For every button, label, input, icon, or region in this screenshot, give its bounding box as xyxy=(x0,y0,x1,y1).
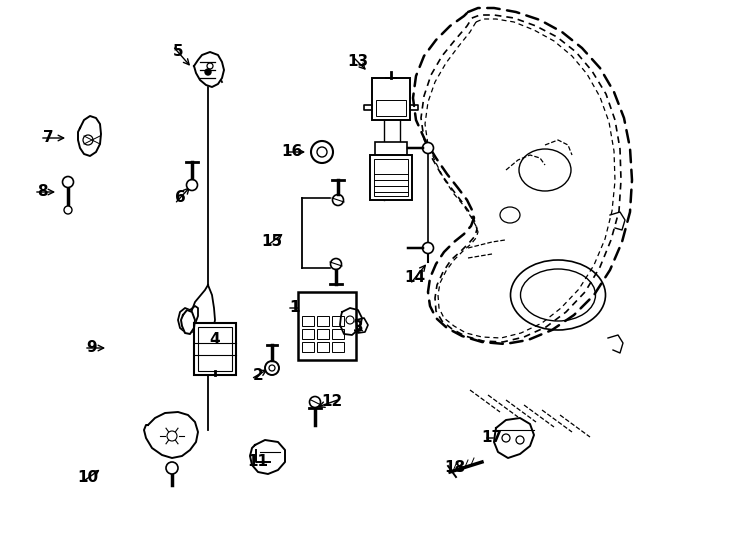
Circle shape xyxy=(186,179,197,191)
Text: 11: 11 xyxy=(247,455,269,469)
Bar xyxy=(332,342,344,352)
Bar xyxy=(317,329,329,339)
Text: 14: 14 xyxy=(404,271,426,286)
Polygon shape xyxy=(250,440,285,474)
Bar xyxy=(302,316,314,326)
Bar xyxy=(375,142,407,162)
Polygon shape xyxy=(194,52,224,87)
Text: 2: 2 xyxy=(252,368,264,382)
Polygon shape xyxy=(144,412,198,458)
Text: 16: 16 xyxy=(281,145,302,159)
Text: 12: 12 xyxy=(321,395,343,409)
Text: 18: 18 xyxy=(445,461,465,476)
Bar xyxy=(298,292,356,360)
Bar xyxy=(194,323,236,375)
Text: 4: 4 xyxy=(210,333,220,348)
Bar xyxy=(374,159,408,196)
Circle shape xyxy=(62,177,73,187)
Text: 17: 17 xyxy=(482,430,503,445)
Bar xyxy=(376,100,406,116)
Polygon shape xyxy=(494,418,534,458)
Bar xyxy=(198,327,232,371)
Bar xyxy=(372,78,410,120)
Text: 3: 3 xyxy=(353,321,363,335)
Bar xyxy=(317,316,329,326)
Text: 6: 6 xyxy=(175,191,186,206)
Circle shape xyxy=(166,462,178,474)
Bar xyxy=(302,329,314,339)
Polygon shape xyxy=(78,116,101,156)
Text: 15: 15 xyxy=(261,234,283,249)
Text: 13: 13 xyxy=(347,55,368,70)
Bar xyxy=(317,342,329,352)
Bar xyxy=(302,342,314,352)
Circle shape xyxy=(423,242,434,253)
Bar xyxy=(332,329,344,339)
Text: 7: 7 xyxy=(43,131,54,145)
Circle shape xyxy=(265,361,279,375)
Bar xyxy=(332,316,344,326)
Circle shape xyxy=(330,259,341,269)
Text: 9: 9 xyxy=(87,341,98,355)
Polygon shape xyxy=(340,308,362,335)
Polygon shape xyxy=(181,310,195,334)
Bar xyxy=(370,155,412,200)
Text: 8: 8 xyxy=(37,185,47,199)
Text: 1: 1 xyxy=(290,300,300,315)
Circle shape xyxy=(333,194,344,206)
Circle shape xyxy=(311,141,333,163)
Circle shape xyxy=(423,143,434,153)
Circle shape xyxy=(64,206,72,214)
Text: 5: 5 xyxy=(172,44,184,59)
Circle shape xyxy=(205,69,211,75)
Circle shape xyxy=(310,396,321,408)
Text: 10: 10 xyxy=(78,470,98,485)
